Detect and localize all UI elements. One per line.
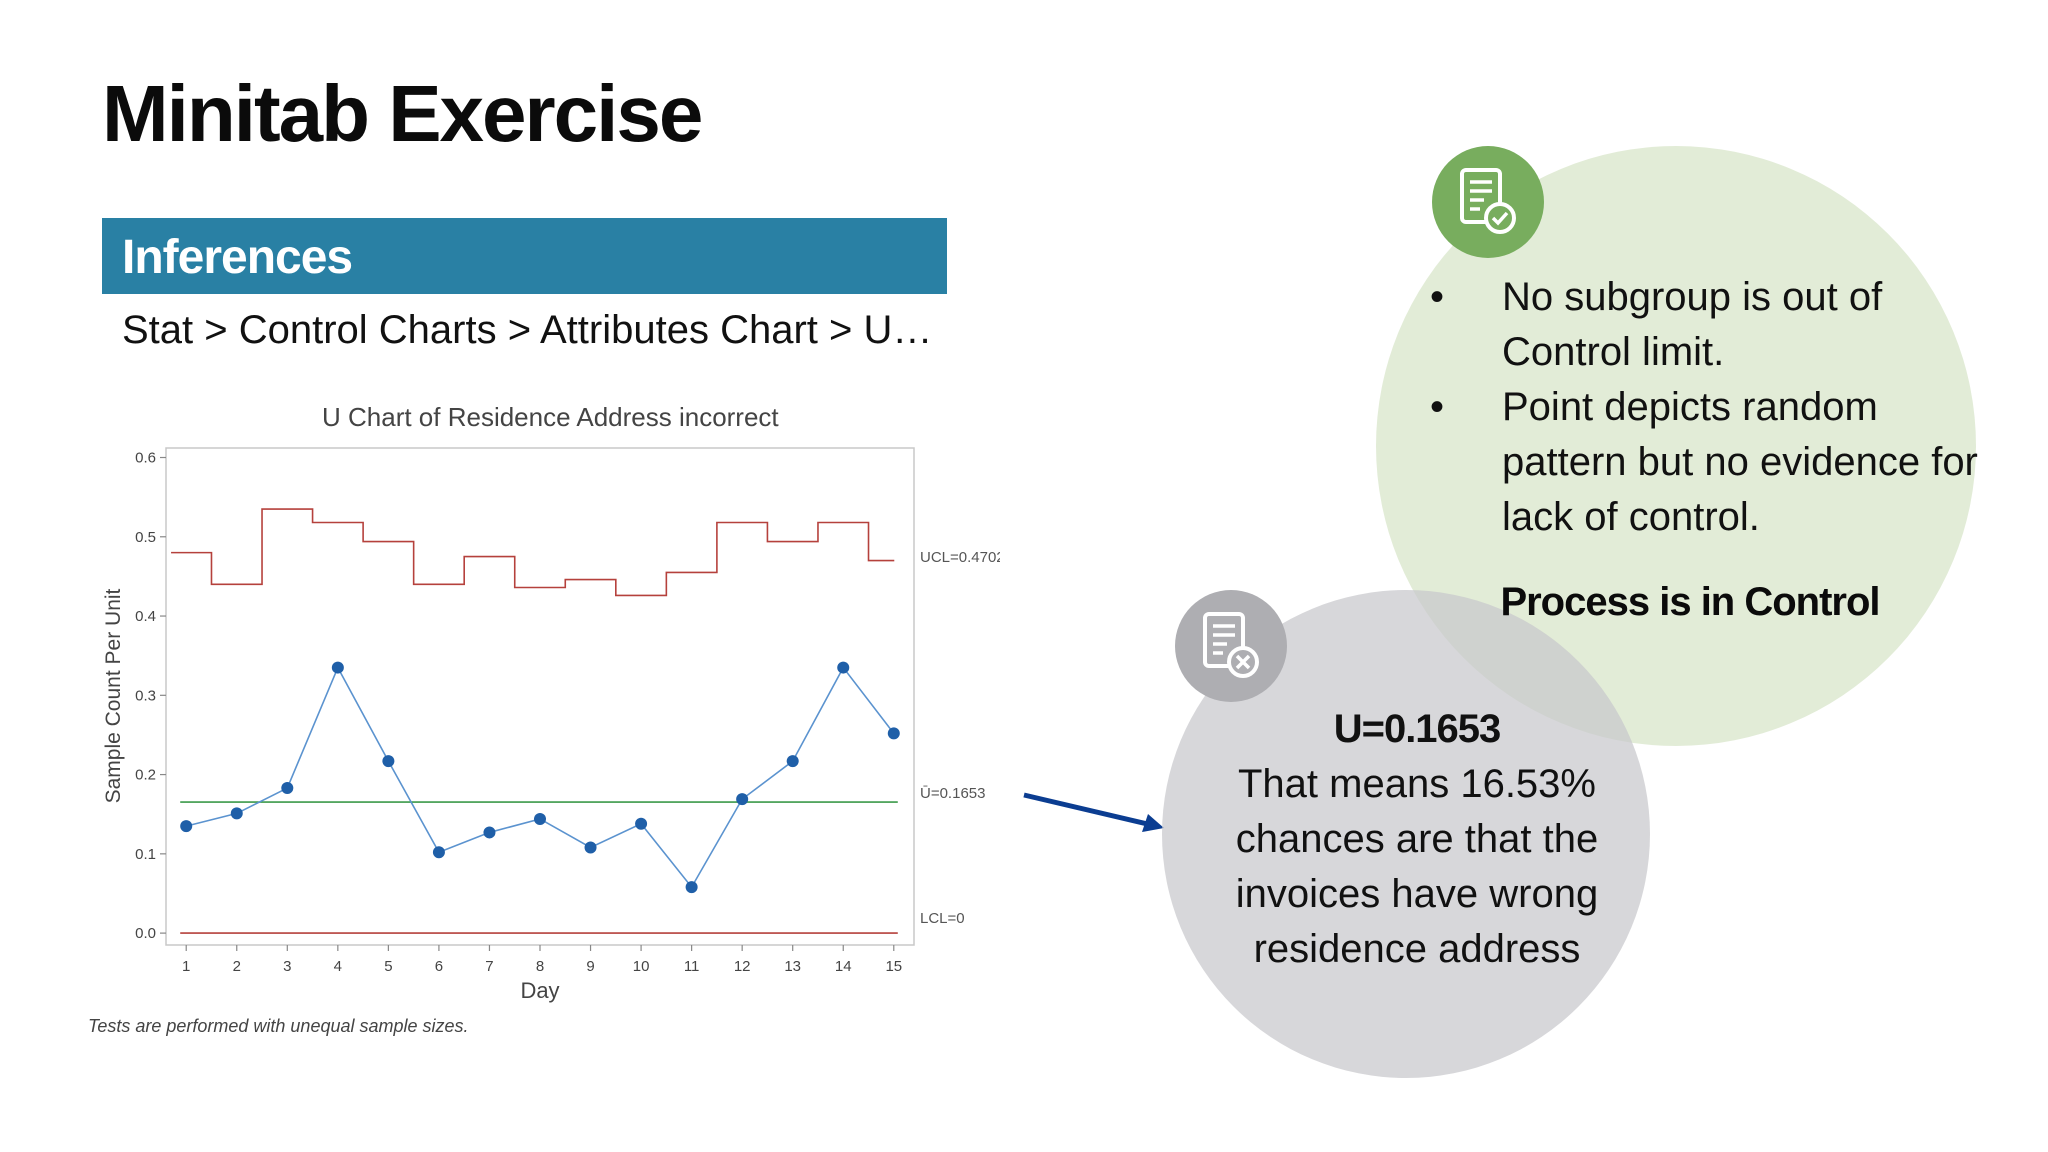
pointer-arrow (1023, 792, 1164, 832)
u-explanation: That means 16.53% chances are that the i… (1235, 762, 1599, 971)
x-tick-label: 7 (485, 958, 493, 975)
x-tick-label: 9 (586, 958, 594, 975)
x-tick-label: 3 (283, 958, 291, 975)
center-line-label: Ū=0.1653 (920, 785, 985, 802)
data-point (331, 661, 344, 674)
data-point (635, 817, 648, 830)
u-value: U=0.1653 (1333, 707, 1502, 751)
document-x-icon (1175, 590, 1287, 702)
ucl-step-line (171, 508, 895, 597)
x-tick-label: 12 (734, 958, 751, 975)
data-point (180, 820, 193, 833)
data-point (382, 755, 395, 768)
y-tick-label: 0.6 (135, 450, 156, 467)
y-tick-label: 0.4 (135, 608, 156, 625)
x-tick-label: 6 (435, 958, 443, 975)
y-tick-label: 0.3 (135, 687, 156, 704)
bullet-text: No subgroup is out of Control limit. (1502, 275, 1883, 374)
x-tick-label: 10 (633, 958, 650, 975)
x-tick-label: 2 (233, 958, 241, 975)
x-axis: 1 2 3 4 5 6 7 8 9 10 11 12 13 14 15 (182, 945, 902, 975)
x-tick-label: 1 (182, 958, 190, 975)
x-tick-label: 4 (334, 958, 342, 975)
data-point (887, 727, 900, 740)
conclusion-text: Process is in Control (1500, 580, 1880, 624)
ucl-label: UCL=0.4702 (920, 549, 1000, 566)
bullet-item: • Point depicts random pattern but no ev… (1430, 380, 1990, 545)
section-banner-label: Inferences (122, 231, 353, 284)
data-point (584, 841, 597, 854)
bullet-dot: • (1430, 275, 1445, 319)
chart-title: U Chart of Residence Address incorrect (322, 402, 779, 432)
x-tick-label: 14 (835, 958, 852, 975)
gray-panel-text: U=0.1653 That means 16.53% chances are t… (1192, 702, 1642, 977)
plot-frame (165, 447, 915, 946)
x-tick-label: 5 (384, 958, 392, 975)
data-point (483, 826, 496, 839)
u-chart: 0.00.10.20.30.40.50.6 1 2 3 4 5 6 7 8 9 10 11 12 13 1… (102, 447, 1000, 1003)
data-point (534, 812, 546, 825)
bullet-item: • No subgroup is out of Control limit. (1430, 270, 1990, 380)
green-panel-bullets: • No subgroup is out of Control limit. •… (1430, 270, 1990, 545)
data-point (736, 793, 749, 806)
y-tick-label: 0.1 (135, 846, 156, 863)
y-tick-label: 0.5 (135, 529, 156, 546)
data-point (432, 846, 445, 859)
section-banner: Inferences (102, 218, 947, 294)
chart-footnote: Tests are performed with unequal sample … (88, 1016, 469, 1036)
data-point (837, 661, 850, 674)
document-check-icon (1432, 146, 1544, 258)
bullet-dot: • (1430, 385, 1445, 429)
data-point (786, 755, 799, 768)
arrow-shaft (1023, 792, 1157, 829)
chart-marks (171, 508, 900, 934)
data-point (685, 881, 698, 894)
x-tick-label: 8 (536, 958, 544, 975)
data-point (281, 782, 294, 795)
slide-title: Minitab Exercise (102, 69, 703, 158)
x-tick-label: 13 (784, 958, 801, 975)
arrow-head (1142, 814, 1164, 832)
lcl-label: LCL=0 (920, 910, 965, 927)
y-axis-label: Sample Count Per Unit (102, 588, 125, 803)
menu-path: Stat > Control Charts > Attributes Chart… (122, 308, 933, 352)
y-tick-label: 0.2 (135, 767, 156, 784)
y-axis: 0.0 0.1 0.2 0.3 0.4 0.5 0.6 (135, 450, 166, 942)
y-tick-label: 0.0 (135, 925, 156, 942)
data-point (230, 807, 243, 820)
bullet-text: Point depicts random pattern but no evid… (1502, 385, 1978, 539)
x-axis-label: Day (520, 978, 559, 1003)
x-tick-label: 15 (885, 958, 902, 975)
x-tick-label: 11 (684, 958, 700, 975)
